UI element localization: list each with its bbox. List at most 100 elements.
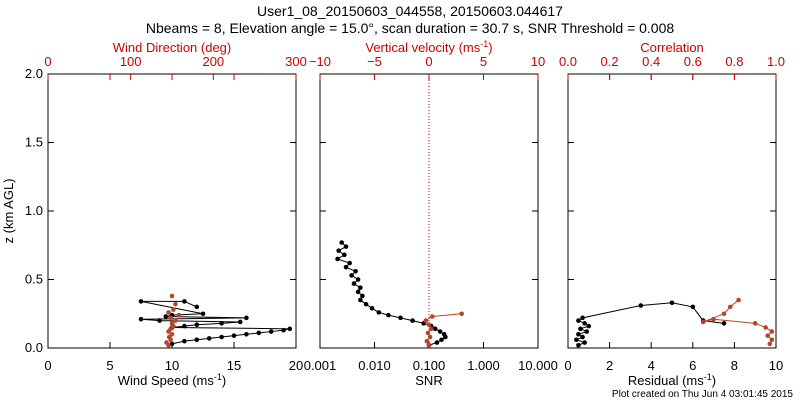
vertical-1-point bbox=[424, 338, 430, 344]
residual-0-point bbox=[580, 334, 585, 340]
residual-0-point bbox=[586, 323, 592, 329]
vertical-bottom-tick-label: 0.100 bbox=[413, 358, 446, 373]
wind-0-point bbox=[169, 341, 175, 347]
residual-bottom-tick-label: 10 bbox=[769, 358, 783, 373]
residual-top-tick-label: 0.4 bbox=[642, 54, 660, 69]
residual-1-point bbox=[765, 333, 770, 338]
wind-1-point bbox=[173, 318, 178, 323]
residual-top-tick-label: 0.0 bbox=[559, 54, 577, 69]
wind-0-point bbox=[200, 311, 206, 317]
wind-0-point bbox=[182, 299, 187, 304]
wind-top-tick-label: 300 bbox=[285, 54, 307, 69]
residual-0-point bbox=[582, 321, 587, 326]
wind-bottom-tick-label: 0 bbox=[44, 358, 51, 373]
vertical-1-point bbox=[427, 334, 433, 340]
vertical-1-point bbox=[426, 322, 432, 328]
residual-1-point bbox=[767, 341, 773, 347]
wind-0-point bbox=[182, 323, 187, 329]
y-axis-label: z (km AGL) bbox=[1, 178, 16, 243]
residual-1-point bbox=[700, 319, 706, 325]
residual-1-point bbox=[736, 297, 741, 303]
residual-bottom-tick-label: 6 bbox=[689, 358, 696, 373]
residual-frame bbox=[567, 73, 777, 349]
wind-0-point bbox=[138, 299, 144, 304]
residual-0-point bbox=[582, 340, 587, 345]
vertical-0-point bbox=[443, 334, 448, 340]
y-tick-label: 0.0 bbox=[25, 340, 43, 355]
vertical-0-point bbox=[410, 318, 415, 323]
wind-1-point bbox=[166, 310, 171, 315]
wind-0-point bbox=[219, 334, 224, 340]
vertical-0-point bbox=[376, 310, 382, 315]
residual-bottom-tick-label: 8 bbox=[731, 358, 738, 373]
vertical-0-point bbox=[342, 252, 347, 258]
vertical-0-point bbox=[355, 277, 361, 282]
residual-0-point bbox=[584, 329, 590, 334]
residual-0-line bbox=[574, 302, 725, 346]
plot-footer: Plot created on Thu Jun 4 03:01:45 2015 bbox=[612, 389, 794, 400]
vertical-0-point bbox=[343, 264, 349, 270]
wind-1-point bbox=[169, 321, 175, 326]
vertical-bottom-tick-label: 0.010 bbox=[358, 358, 391, 373]
wind-1-point bbox=[173, 301, 178, 307]
vertical-0-point bbox=[434, 340, 440, 345]
wind-frame bbox=[47, 73, 297, 349]
wind-0-point bbox=[237, 319, 243, 325]
residual-0-point bbox=[721, 321, 727, 326]
wind-1-point bbox=[176, 312, 182, 318]
vertical-0-point bbox=[339, 240, 344, 245]
wind-0-point bbox=[157, 318, 162, 323]
wind-0-point bbox=[206, 336, 212, 341]
wind-xlabel: Wind Speed (ms-1) bbox=[118, 372, 226, 388]
vertical-top-tick-label: 5 bbox=[480, 54, 487, 69]
vertical-0-point bbox=[432, 326, 438, 332]
wind-0-point bbox=[287, 326, 293, 332]
wind-0-point bbox=[244, 315, 249, 321]
vertical-1-point bbox=[425, 330, 431, 336]
residual-top-tick-label: 1.0 bbox=[767, 54, 785, 69]
wind-0-point bbox=[268, 329, 274, 334]
vertical-0-point bbox=[386, 312, 391, 318]
wind-bottom-tick-label: 5 bbox=[106, 358, 113, 373]
vertical-0-point bbox=[347, 260, 352, 266]
residual-top-tick-label: 0.6 bbox=[684, 54, 702, 69]
vertical-bottom-tick-label: 0.001 bbox=[304, 358, 337, 373]
vertical-1-point bbox=[429, 314, 435, 319]
vertical-0-point bbox=[335, 256, 340, 262]
wind-0-point bbox=[182, 338, 187, 344]
vertical-top-tick-label: 0 bbox=[425, 54, 432, 69]
vertical-0-point bbox=[336, 248, 341, 254]
residual-bottom-tick-label: 4 bbox=[648, 358, 655, 373]
residual-1-point bbox=[721, 311, 727, 317]
y-tick-label: 1.5 bbox=[25, 135, 43, 150]
residual-1-point bbox=[763, 325, 768, 330]
vertical-top-tick-label: 10 bbox=[531, 54, 545, 69]
vertical-top-tick-label: −10 bbox=[309, 54, 331, 69]
residual-0-point bbox=[638, 303, 644, 308]
vertical-1-point bbox=[459, 311, 465, 317]
wind-top-tick-label: 0 bbox=[44, 54, 51, 69]
wind-0-point bbox=[219, 321, 224, 326]
residual-0-point bbox=[574, 337, 579, 343]
vertical-0-point bbox=[398, 315, 403, 321]
wind-0-point bbox=[194, 304, 200, 310]
wind-1-point bbox=[169, 293, 175, 299]
wind-1-point bbox=[168, 315, 173, 321]
wind-0-point bbox=[138, 316, 144, 322]
residual-top-tick-label: 0.2 bbox=[601, 54, 619, 69]
wind-top-tick-label: 100 bbox=[120, 54, 142, 69]
residual-1-point bbox=[711, 316, 716, 322]
vertical-xlabel: SNR bbox=[415, 373, 442, 388]
wind-0-point bbox=[244, 332, 249, 337]
vertical-1-point bbox=[423, 318, 429, 323]
residual-xlabel: Residual (ms-1) bbox=[628, 372, 716, 388]
residual-1-point bbox=[769, 337, 775, 343]
vertical-bottom-tick-label: 10.000 bbox=[518, 358, 558, 373]
wind-0-point bbox=[163, 314, 169, 319]
wind-bottom-tick-label: 15 bbox=[227, 358, 241, 373]
vertical-top-label: Vertical velocity (ms-1) bbox=[365, 39, 492, 55]
residual-1-point bbox=[769, 329, 775, 334]
wind-top-tick-label: 200 bbox=[202, 54, 224, 69]
vertical-1-point bbox=[426, 342, 432, 348]
